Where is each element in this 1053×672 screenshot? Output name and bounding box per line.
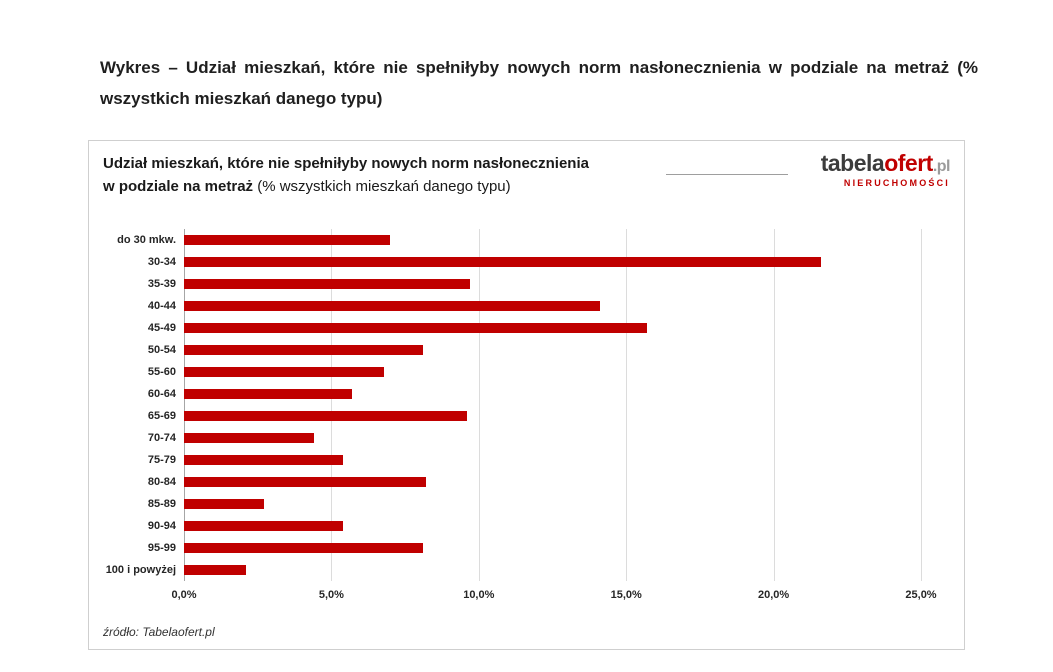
bar [184,323,647,333]
x-tick-label: 20,0% [757,589,790,601]
category-label: 85-89 [147,498,176,510]
x-axis-ticks: 0,0% 5,0% 10,0% 15,0% 20,0% 25,0% [171,589,936,605]
bar-rows: do 30 mkw. 30-34 35-39 40-44 45-49 50-54 55-60… [106,229,921,581]
chart-title-line1: Udział mieszkań, które nie spełniłyby no… [103,155,589,172]
bar [184,279,470,289]
bar [184,477,426,487]
chart-row: 65-69 [148,405,921,427]
category-label: do 30 mkw. [117,234,176,246]
category-label: 75-79 [147,454,176,466]
logo-divider [666,174,788,175]
category-label: 70-74 [147,432,176,444]
bar [184,499,264,509]
category-label: 30-34 [147,256,176,268]
chart-row: 55-60 [148,361,921,383]
chart-row: 100 i powyżej [106,559,921,581]
category-label: 65-69 [147,410,176,422]
chart-row: 45-49 [148,317,921,339]
category-label: 90-94 [147,520,176,532]
chart-row: do 30 mkw. [117,229,921,251]
bar [184,367,385,377]
x-tick-label: 0,0% [171,589,197,601]
category-label: 35-39 [147,278,176,290]
x-tick-label: 10,0% [463,589,495,601]
bar [184,411,467,421]
gridline [921,229,922,581]
axis-line [184,229,185,581]
category-label: 55-60 [147,366,176,378]
chart-row: 30-34 [148,251,921,273]
bar [184,565,246,575]
category-label: 80-84 [147,476,176,488]
gridline [478,229,480,581]
chart-row: 40-44 [148,295,921,317]
chart-row: 90-94 [148,515,921,537]
chart-row: 80-84 [148,471,921,493]
gridline [626,229,628,581]
chart-row: 75-79 [148,449,921,471]
logo-part-tabela: tabela [820,150,885,176]
bar [184,301,600,311]
x-tick-label: 25,0% [905,589,937,601]
brand-logo: tabelaofert.pl NIERUCHOMOŚCI [820,150,951,189]
x-tick-label: 15,0% [610,589,642,601]
brand-logo-subtitle: NIERUCHOMOŚCI [843,178,950,189]
chart-title-line2-bold: w podziale na metraż [103,177,254,195]
gridline [773,229,775,581]
logo-part-pl: .pl [932,158,951,175]
bar [184,345,423,355]
category-label: 45-49 [147,322,176,334]
category-label: 40-44 [147,300,176,312]
page-title: Wykres – Udział mieszkań, które nie speł… [100,58,978,109]
bar [184,433,314,443]
category-label: 95-99 [147,542,176,554]
bar [184,543,423,553]
chart-row: 70-74 [148,427,921,449]
chart-row: 60-64 [148,383,921,405]
category-label: 50-54 [147,344,176,356]
source-note: źródło: Tabelaofert.pl [103,625,215,639]
bar [184,235,391,245]
chart-row: 35-39 [148,273,921,295]
chart-row: 85-89 [148,493,921,515]
brand-logo-text: tabelaofert.pl [820,150,951,176]
chart-title: Udział mieszkań, które nie spełniłyby no… [103,153,589,198]
chart-row: 50-54 [148,339,921,361]
category-label: 100 i powyżej [105,564,176,576]
chart-title-line2-regular: (% wszystkich mieszkań danego typu) [253,177,511,195]
plot-area: do 30 mkw. 30-34 35-39 40-44 45-49 50-54 55-60… [106,229,937,601]
bar [184,389,353,399]
x-tick-label: 5,0% [318,589,344,601]
category-label: 60-64 [147,388,176,400]
gridline [331,229,333,581]
chart-panel: Udział mieszkań, które nie spełniłyby no… [88,140,965,650]
logo-part-ofert: ofert [884,150,933,176]
bar [184,257,821,267]
chart-row: 95-99 [148,537,921,559]
bar [184,521,344,531]
bar [184,455,344,465]
